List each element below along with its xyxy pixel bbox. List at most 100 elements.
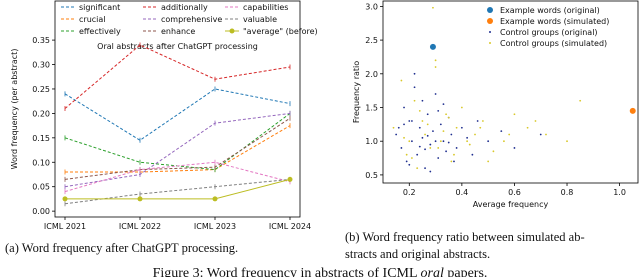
- y-tick-label: 0.35: [32, 36, 50, 45]
- point: [426, 134, 429, 137]
- point: [442, 140, 445, 143]
- point: [500, 130, 503, 132]
- point: [403, 106, 405, 109]
- series-line: [64, 178, 291, 205]
- legend-label: significant: [79, 3, 120, 12]
- series-line: [64, 161, 291, 193]
- point: [460, 126, 463, 129]
- point: [426, 123, 429, 126]
- x-tick-label: 0.4: [455, 188, 468, 197]
- point: [416, 167, 419, 170]
- point: [474, 133, 476, 136]
- legend-label: Control groups (simulated): [500, 39, 607, 48]
- series-line: [64, 112, 291, 188]
- y-tick-label: 0.25: [32, 85, 50, 94]
- point: [287, 176, 293, 182]
- point: [492, 150, 495, 153]
- point: [450, 133, 453, 136]
- y-tick-label: 1.5: [365, 104, 378, 113]
- point: [424, 133, 426, 136]
- point: [437, 157, 440, 159]
- point: [418, 109, 421, 112]
- point: [403, 136, 405, 139]
- x-tick-label: ICML 2022: [119, 222, 161, 231]
- point: [403, 123, 405, 126]
- point: [481, 120, 484, 122]
- point: [429, 147, 432, 149]
- point: [137, 196, 143, 202]
- point: [212, 196, 218, 202]
- legend-label: enhance: [161, 27, 195, 36]
- y-tick-label: 0.05: [32, 183, 50, 192]
- legend-swatch: [489, 42, 491, 44]
- legend-label: valuable: [243, 15, 277, 24]
- point: [460, 106, 463, 109]
- point: [455, 126, 458, 129]
- legend-label: Control groups (original): [500, 28, 598, 37]
- point: [466, 136, 469, 139]
- point: [513, 113, 516, 116]
- x-tick-label: 0.8: [561, 188, 574, 197]
- point: [447, 141, 450, 144]
- point: [429, 170, 432, 173]
- y-tick-label: 0.20: [32, 109, 50, 118]
- caption-b: (b) Word frequency ratio between simulat…: [345, 230, 585, 244]
- point: [405, 160, 408, 163]
- point: [424, 148, 426, 151]
- point: [411, 157, 413, 159]
- point: [405, 153, 408, 156]
- y-tick-label: 3.0: [365, 2, 378, 11]
- legend-label: additionally: [161, 3, 208, 12]
- point: [432, 6, 434, 9]
- point: [539, 133, 542, 136]
- legend-swatch: [489, 31, 491, 33]
- caption-text: papers.: [444, 266, 488, 277]
- chart-title: Oral abstracts after ChatGPT processing: [97, 42, 258, 51]
- y-axis-label: Word frequency (per abstract): [10, 49, 19, 170]
- y-tick-label: 2.0: [365, 70, 378, 79]
- caption-a: (a) Word frequency after ChatGPT process…: [5, 241, 238, 255]
- x-tick-label: ICML 2023: [194, 222, 236, 231]
- point: [487, 140, 490, 143]
- point: [442, 103, 445, 106]
- point: [413, 86, 416, 89]
- caption-b: stracts and original abstracts.: [345, 247, 490, 261]
- point: [579, 99, 582, 102]
- point: [471, 153, 474, 156]
- point: [395, 133, 398, 136]
- point: [434, 93, 437, 95]
- point: [432, 130, 434, 132]
- series-line: [64, 88, 291, 141]
- point: [437, 147, 440, 149]
- x-tick-label: 0.2: [403, 188, 416, 197]
- point: [429, 143, 432, 146]
- plot-frame: [382, 0, 639, 184]
- series-line: [64, 117, 291, 180]
- figure-caption: Figure 3: Word frequency in abstracts of…: [153, 266, 488, 277]
- point: [434, 66, 437, 68]
- point: [429, 43, 436, 50]
- point: [426, 113, 429, 116]
- point: [450, 160, 453, 163]
- point: [400, 79, 403, 82]
- point: [566, 140, 568, 143]
- point: [442, 130, 445, 132]
- x-tick-label: ICML 2024: [269, 222, 311, 231]
- point: [434, 140, 437, 143]
- point: [445, 150, 447, 153]
- point: [437, 109, 440, 112]
- point: [421, 99, 424, 102]
- legend-label: comprehensive: [161, 15, 222, 24]
- y-tick-label: 0.00: [32, 207, 50, 216]
- point: [439, 123, 442, 126]
- point: [416, 153, 419, 156]
- point: [400, 147, 403, 149]
- point: [397, 126, 400, 129]
- point: [503, 140, 505, 143]
- x-tick-label: 1.0: [613, 188, 626, 197]
- point: [476, 120, 479, 122]
- x-axis-label: Average frequency: [473, 200, 549, 209]
- point: [445, 113, 447, 116]
- series-line: [64, 44, 291, 109]
- legend-label: Example words (original): [500, 6, 600, 15]
